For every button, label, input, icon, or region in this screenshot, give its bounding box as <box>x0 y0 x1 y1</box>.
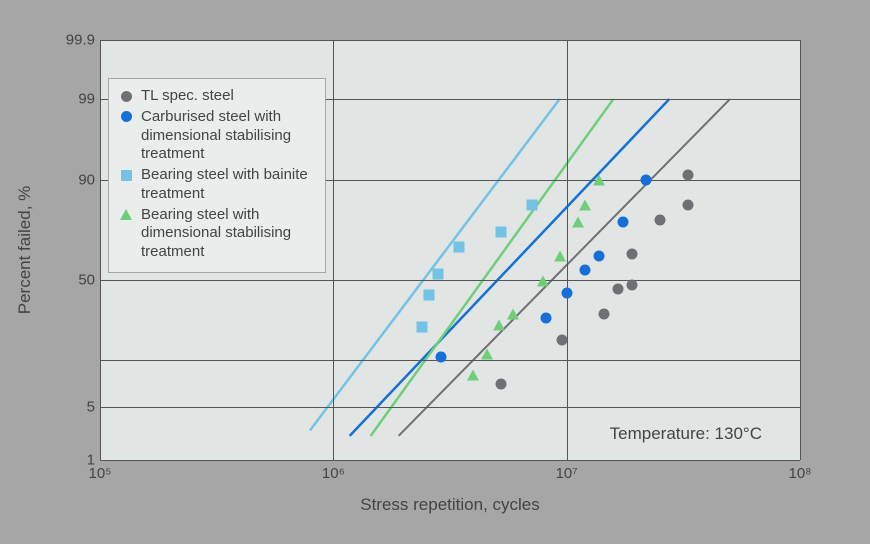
y-tick-label: 1 <box>45 452 95 469</box>
circle-icon <box>117 89 135 103</box>
data-point-dimensional-stabilising <box>579 200 591 211</box>
data-point-tl-spec-steel <box>613 284 624 295</box>
legend-label: TL spec. steel <box>141 87 234 106</box>
gridline-horizontal <box>100 460 800 461</box>
data-point-tl-spec-steel <box>599 308 610 319</box>
data-point-bainite <box>417 322 428 333</box>
data-point-tl-spec-steel <box>496 378 507 389</box>
data-point-tl-spec-steel <box>683 170 694 181</box>
trend-line-carburised-stabilising <box>350 99 670 436</box>
gridline-horizontal <box>100 407 800 408</box>
data-point-bainite <box>496 226 507 237</box>
data-point-dimensional-stabilising <box>493 319 505 330</box>
gridline-vertical <box>800 40 801 460</box>
data-point-dimensional-stabilising <box>507 308 519 319</box>
data-point-dimensional-stabilising <box>537 276 549 287</box>
trend-line-bainite <box>310 99 560 430</box>
data-point-bainite <box>526 200 537 211</box>
data-point-carburised-stabilising <box>580 264 591 275</box>
x-axis-label: Stress repetition, cycles <box>360 495 540 515</box>
gridline-horizontal <box>100 40 800 41</box>
data-point-tl-spec-steel <box>655 214 666 225</box>
legend: TL spec. steel Carburised steel with dime… <box>108 78 326 273</box>
data-point-dimensional-stabilising <box>554 250 566 261</box>
triangle-icon <box>117 208 135 222</box>
data-point-tl-spec-steel <box>683 200 694 211</box>
data-point-carburised-stabilising <box>435 351 446 362</box>
data-point-dimensional-stabilising <box>481 348 493 359</box>
gridline-horizontal <box>100 360 800 361</box>
x-tick-label: 10⁷ <box>537 465 597 482</box>
data-point-carburised-stabilising <box>561 288 572 299</box>
square-icon <box>117 168 135 182</box>
data-point-tl-spec-steel <box>627 248 638 259</box>
data-point-bainite <box>454 242 465 253</box>
data-point-dimensional-stabilising <box>467 369 479 380</box>
circle-icon <box>117 110 135 124</box>
gridline-horizontal <box>100 280 800 281</box>
data-point-carburised-stabilising <box>617 217 628 228</box>
y-tick-label: 5 <box>45 399 95 416</box>
gridline-vertical <box>567 40 568 460</box>
y-axis-label: Percent failed, % <box>15 186 35 315</box>
x-tick-label: 10⁶ <box>303 465 363 482</box>
gridline-vertical <box>100 40 101 460</box>
x-tick-label: 10⁸ <box>770 465 830 482</box>
data-point-bainite <box>424 290 435 301</box>
data-point-dimensional-stabilising <box>572 217 584 228</box>
gridline-vertical <box>333 40 334 460</box>
data-point-tl-spec-steel <box>557 334 568 345</box>
legend-label: Bearing steel with dimensional stabilisi… <box>141 206 317 262</box>
y-tick-label: 99 <box>45 91 95 108</box>
legend-item: Bearing steel with dimensional stabilisi… <box>117 206 317 262</box>
data-point-carburised-stabilising <box>540 313 551 324</box>
y-tick-label: 99.9 <box>45 32 95 49</box>
trend-line-tl-spec-steel <box>399 99 730 436</box>
y-tick-label: 90 <box>45 172 95 189</box>
data-point-tl-spec-steel <box>627 280 638 291</box>
legend-label: Bearing steel with bainite treatment <box>141 166 317 204</box>
legend-item: TL spec. steel <box>117 87 317 106</box>
legend-item: Carburised steel with dimensional stabil… <box>117 108 317 164</box>
data-point-bainite <box>433 268 444 279</box>
legend-label: Carburised steel with dimensional stabil… <box>141 108 317 164</box>
temperature-annotation: Temperature: 130°C <box>610 424 762 444</box>
data-point-dimensional-stabilising <box>593 175 605 186</box>
data-point-carburised-stabilising <box>594 250 605 261</box>
legend-item: Bearing steel with bainite treatment <box>117 166 317 204</box>
y-tick-label: 50 <box>45 271 95 288</box>
data-point-carburised-stabilising <box>641 175 652 186</box>
trend-line-dimensional-stabilising <box>371 99 614 436</box>
